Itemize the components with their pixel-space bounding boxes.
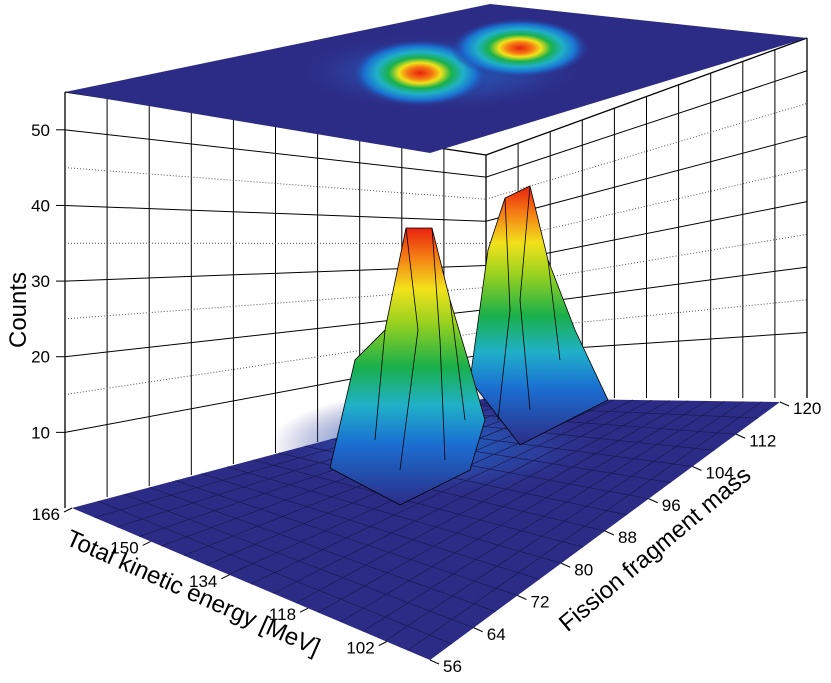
x-tick-mark	[221, 574, 230, 580]
y-tick-mark	[604, 530, 615, 536]
y-tick-mark	[779, 401, 790, 407]
y-tick-label: 80	[574, 560, 593, 579]
y-tick-mark	[736, 433, 746, 439]
y-tick-label: 64	[487, 625, 506, 644]
y-tick-mark	[429, 659, 440, 665]
peak-right	[469, 185, 609, 446]
y-tick-mark	[561, 562, 571, 568]
z-axis: 10 20 30 40 50	[31, 121, 65, 442]
peaks	[329, 185, 609, 506]
z-tick-label: 10	[31, 423, 50, 442]
z-tick-label: 20	[31, 348, 50, 367]
z-tick-label: 40	[31, 196, 50, 215]
x-tick-label: 102	[346, 639, 374, 658]
y-tick-mark	[648, 498, 658, 504]
y-axis: 56 64 72 80 88 96 104 112 120	[429, 399, 821, 676]
y-tick-mark	[473, 627, 483, 633]
x-axis: 166 150 134 118 102	[32, 505, 387, 658]
x-tick-label: 166	[32, 505, 60, 524]
y-tick-mark	[517, 595, 527, 600]
x-tick-label: 150	[110, 538, 138, 557]
x-tick-mark	[299, 607, 309, 613]
y-tick-mark	[692, 466, 702, 471]
z-tick-label: 50	[31, 121, 50, 140]
y-tick-label: 104	[706, 464, 734, 483]
z-tick-label: 30	[31, 272, 50, 291]
x-tick-label: 134	[189, 572, 217, 591]
y-tick-label: 72	[531, 593, 550, 612]
x-tick-mark	[378, 641, 387, 647]
top-projection-map	[65, 4, 807, 153]
y-tick-label: 96	[662, 496, 681, 515]
y-tick-label: 120	[793, 399, 821, 418]
peak-left	[329, 227, 486, 506]
x-tick-mark	[142, 540, 151, 546]
y-tick-label: 56	[443, 657, 462, 676]
x-tick-mark	[63, 507, 73, 513]
z-axis-title: Counts	[5, 272, 32, 348]
x-tick-label: 118	[269, 605, 296, 624]
y-tick-label: 88	[618, 528, 637, 547]
y-tick-label: 112	[749, 431, 776, 450]
